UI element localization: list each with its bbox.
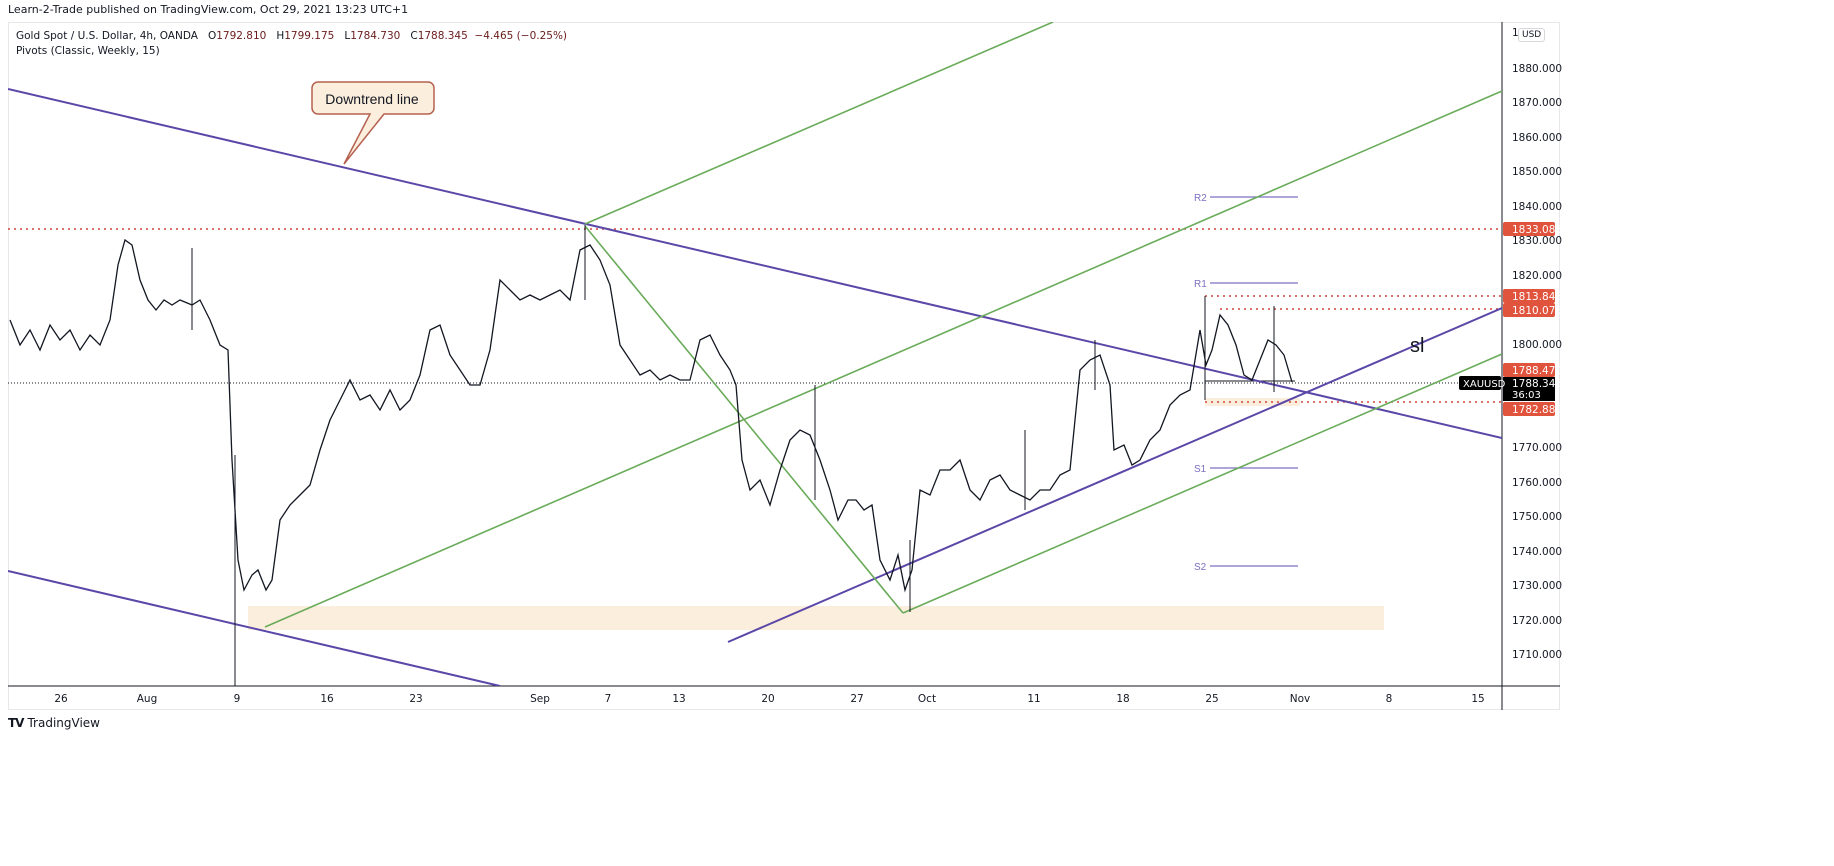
svg-text:23: 23 — [409, 693, 422, 705]
svg-text:1800.000: 1800.000 — [1512, 339, 1562, 351]
bar-countdown: 36:03 — [1512, 390, 1541, 401]
uptrend-support-line — [727, 307, 1502, 643]
svg-text:Aug: Aug — [137, 693, 158, 705]
minor-zone — [1205, 398, 1300, 406]
svg-text:25: 25 — [1205, 693, 1218, 705]
svg-text:1850.000: 1850.000 — [1512, 166, 1562, 178]
svg-text:11: 11 — [1027, 693, 1040, 705]
svg-text:1820.000: 1820.000 — [1512, 270, 1562, 282]
price-axis[interactable]: 18 1880.000 1870.000 1860.000 1850.000 1… — [1512, 27, 1562, 661]
price-markers: 1833.086 1813.845 1810.075 1788.470 1788… — [1459, 222, 1562, 416]
channel-upper-1 — [584, 22, 1054, 225]
channel-lower — [902, 353, 1502, 614]
pivot-r2-label: R2 — [1194, 193, 1207, 204]
pivot-s1-label: S1 — [1194, 464, 1207, 475]
downtrend-callout[interactable]: Downtrend line — [311, 81, 435, 165]
svg-text:1720.000: 1720.000 — [1512, 615, 1562, 627]
svg-text:1710.000: 1710.000 — [1512, 649, 1562, 661]
lower-downtrend-line — [8, 570, 501, 686]
low-value: 1784.730 — [350, 30, 401, 42]
svg-text:1840.000: 1840.000 — [1512, 201, 1562, 213]
tradingview-footer: TV TradingView — [8, 716, 100, 730]
symbol-description: Gold Spot / U.S. Dollar, 4h, OANDA — [16, 30, 198, 42]
price-series — [9, 238, 1293, 593]
marker-1782: 1782.880 — [1512, 404, 1562, 416]
last-price-value: 1788.345 — [1512, 378, 1562, 390]
change-value: −4.465 (−0.25%) — [474, 30, 568, 42]
svg-text:1730.000: 1730.000 — [1512, 580, 1562, 592]
sl-label: sl — [1410, 335, 1424, 357]
svg-text:16: 16 — [320, 693, 334, 705]
pivot-r1-label: R1 — [1194, 279, 1207, 290]
marker-1833: 1833.086 — [1512, 224, 1562, 236]
publisher-line: Learn-2-Trade published on TradingView.c… — [8, 3, 409, 16]
marker-1813: 1813.845 — [1512, 291, 1562, 303]
symbol-tag: XAUUSD — [1463, 379, 1506, 390]
svg-text:8: 8 — [1386, 693, 1393, 705]
svg-text:18: 18 — [1116, 693, 1129, 705]
date-axis[interactable]: 26 Aug 9 16 23 Sep 7 13 20 27 Oct 11 18 … — [54, 693, 1484, 705]
currency-badge[interactable]: USD — [1518, 28, 1546, 42]
svg-text:Sep: Sep — [530, 693, 550, 705]
downtrend-line — [8, 88, 1502, 439]
svg-text:1770.000: 1770.000 — [1512, 442, 1562, 454]
svg-text:1740.000: 1740.000 — [1512, 546, 1562, 558]
marker-1810: 1810.075 — [1512, 305, 1562, 317]
pivot-lines — [1210, 196, 1298, 567]
svg-text:7: 7 — [605, 693, 612, 705]
svg-text:13: 13 — [672, 693, 685, 705]
svg-text:27: 27 — [850, 693, 863, 705]
svg-text:Oct: Oct — [918, 693, 936, 705]
svg-text:1870.000: 1870.000 — [1512, 97, 1562, 109]
marker-1788-470: 1788.470 — [1512, 365, 1562, 377]
chart-frame — [8, 22, 1560, 710]
svg-text:1750.000: 1750.000 — [1512, 511, 1562, 523]
svg-text:9: 9 — [234, 693, 241, 705]
svg-text:1830.000: 1830.000 — [1512, 235, 1562, 247]
callout-text: Downtrend line — [325, 91, 419, 107]
close-value: 1788.345 — [417, 30, 468, 42]
svg-text:1880.000: 1880.000 — [1512, 63, 1562, 75]
support-zone — [248, 606, 1384, 630]
pivot-s2-label: S2 — [1194, 562, 1207, 573]
channel-mid — [264, 90, 1502, 628]
svg-text:20: 20 — [761, 693, 774, 705]
svg-text:15: 15 — [1471, 693, 1484, 705]
svg-text:Nov: Nov — [1290, 693, 1311, 705]
plot-area — [8, 22, 1502, 686]
abc-leg — [584, 225, 904, 614]
tradingview-logo-icon: TV — [8, 716, 25, 730]
indicator-legend[interactable]: Pivots (Classic, Weekly, 15) — [16, 45, 160, 57]
open-value: 1792.810 — [216, 30, 267, 42]
high-value: 1799.175 — [284, 30, 335, 42]
svg-text:1860.000: 1860.000 — [1512, 132, 1562, 144]
candle-wicks — [191, 225, 1275, 686]
svg-text:26: 26 — [54, 693, 68, 705]
svg-text:1760.000: 1760.000 — [1512, 477, 1562, 489]
tradingview-brand: TradingView — [27, 716, 100, 730]
ohlc-legend: Gold Spot / U.S. Dollar, 4h, OANDA O1792… — [16, 30, 568, 42]
